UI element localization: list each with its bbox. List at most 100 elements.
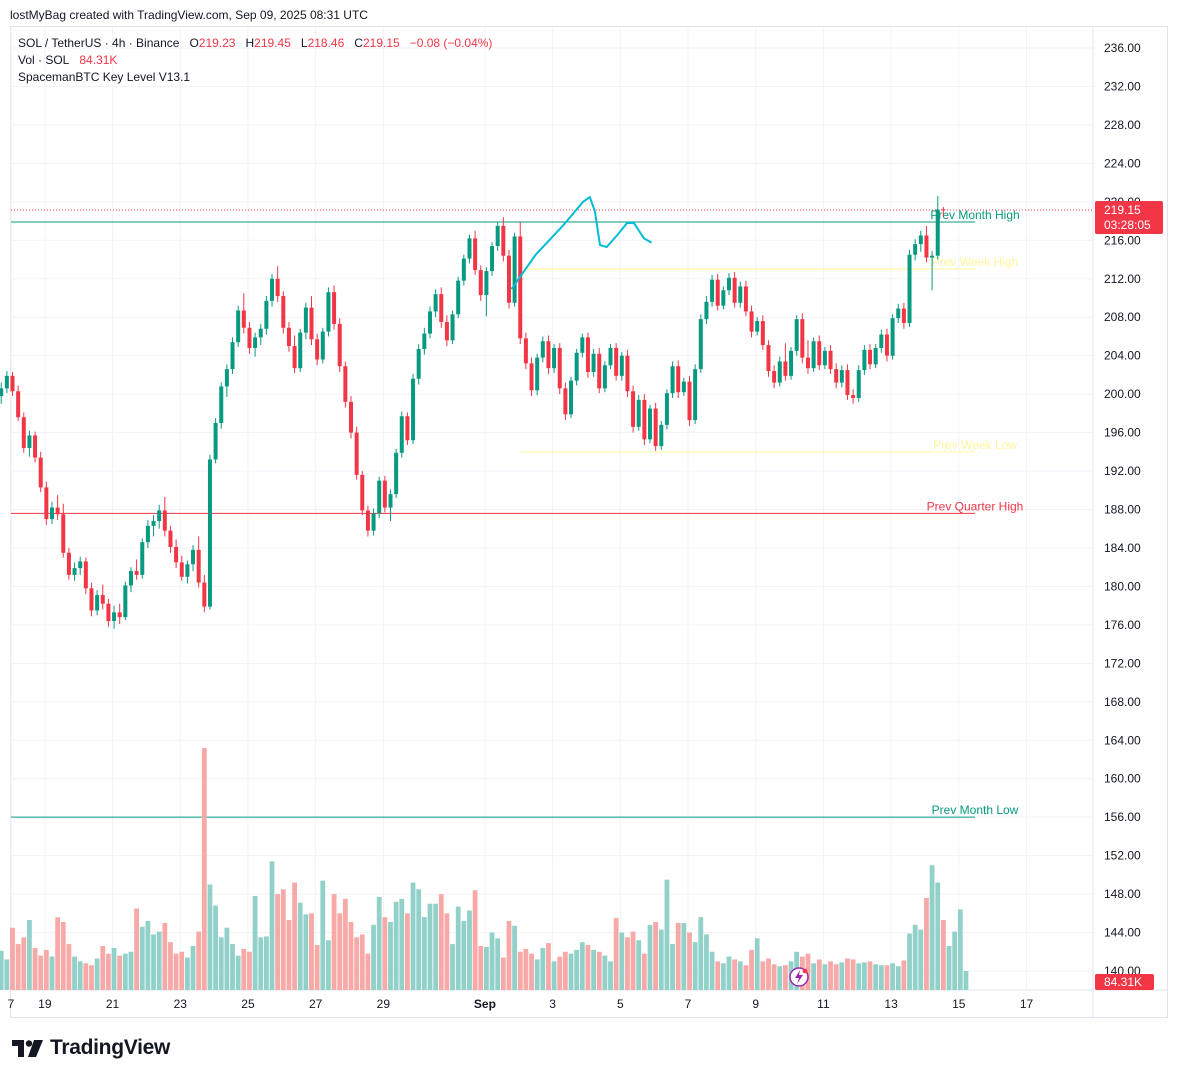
volume-bar — [354, 937, 360, 990]
volume-bar — [393, 901, 399, 990]
candle-body — [320, 331, 325, 360]
candle-body — [811, 341, 816, 369]
candle-body — [270, 278, 275, 301]
volume-bar — [839, 962, 845, 990]
volume-bar — [309, 913, 314, 990]
candle-body — [202, 582, 207, 607]
volume-bar — [297, 902, 303, 990]
candle-body — [642, 399, 647, 440]
candle-body — [258, 328, 263, 338]
candle-body — [21, 417, 26, 448]
candle-body — [495, 225, 500, 247]
volume-bar — [658, 929, 664, 990]
volume-bar — [625, 937, 630, 990]
time-axis: 7 19 21 23 25 27 29 Sep 3 5 7 9 11 13 15 17 — [8, 997, 1034, 1011]
candle-body — [896, 308, 901, 319]
candle-body — [332, 292, 337, 324]
volume-bar — [10, 927, 15, 990]
level-label: Prev Quarter High — [927, 499, 1024, 513]
candle-body — [653, 408, 658, 447]
volume-bar — [653, 921, 659, 990]
volume-bar — [664, 879, 670, 990]
candle-body — [631, 391, 636, 427]
volume-bar — [173, 953, 179, 990]
candle-body — [710, 279, 715, 302]
volume-bar — [777, 966, 783, 990]
volume-bar — [946, 946, 952, 990]
price-axis: 236.00232.00228.00224.00220.00216.00212.… — [1104, 41, 1141, 978]
candle-body — [602, 365, 607, 389]
candle-body — [326, 292, 331, 332]
candle-body — [89, 588, 94, 611]
candle-body — [715, 279, 720, 306]
volume-bar — [72, 956, 77, 990]
volume-bar — [184, 957, 190, 990]
volume-bar — [935, 882, 941, 990]
volume-bar — [895, 966, 901, 990]
volume-bar — [410, 882, 416, 990]
indicator-label[interactable]: SpacemanBTC Key Level V13.1 — [18, 70, 191, 84]
candle-body — [61, 514, 66, 553]
candle-body — [935, 209, 940, 256]
volume-bar — [529, 953, 534, 990]
candle-body — [473, 238, 478, 271]
volume-bar — [861, 962, 867, 990]
volume-bar — [856, 963, 862, 990]
candle-body — [563, 388, 568, 415]
candle-body — [134, 571, 139, 575]
candle-body — [721, 290, 726, 306]
freehand-drawing — [510, 196, 652, 290]
candle-body — [540, 341, 545, 358]
time-tick-label: 5 — [617, 997, 624, 1011]
volume-bar — [337, 913, 343, 990]
candle-body — [349, 401, 353, 433]
candle-body — [66, 552, 71, 575]
price-tick-label: 224.00 — [1104, 156, 1141, 170]
indicator-row: SpacemanBTC Key Level V13.1 — [18, 69, 492, 86]
volume-bar — [766, 958, 771, 990]
price-tick-label: 172.00 — [1104, 656, 1141, 670]
volume-bar — [952, 931, 958, 990]
volume-bar — [754, 938, 760, 990]
candle-body — [529, 363, 534, 391]
candle-body — [760, 321, 765, 346]
candle-body — [27, 435, 32, 448]
candle-body — [828, 350, 833, 370]
volume-bar — [376, 896, 382, 990]
volume-bar — [252, 896, 258, 990]
volume-bar — [213, 905, 218, 990]
price-tick-label: 212.00 — [1104, 272, 1141, 286]
candle-body — [377, 480, 382, 514]
volume-bar — [450, 944, 455, 990]
candle-body — [619, 355, 624, 376]
volume-row: Vol · SOL 84.31K — [18, 52, 492, 69]
volume-bar — [32, 947, 38, 990]
candle-body — [766, 345, 771, 372]
volume-bar — [399, 898, 405, 990]
candle-body — [444, 322, 449, 341]
candle-body — [253, 337, 258, 348]
volume-bar — [929, 865, 935, 990]
candle-body — [698, 319, 703, 370]
close-value: 219.15 — [362, 36, 400, 50]
volume-bar — [641, 953, 647, 990]
high-value: 219.45 — [254, 36, 291, 50]
candle-body — [411, 378, 416, 441]
candle-body — [399, 416, 404, 453]
volume-bar — [670, 944, 675, 990]
price-tick-label: 168.00 — [1104, 695, 1141, 709]
candle-body — [303, 307, 308, 333]
time-tick-label: 17 — [1020, 997, 1034, 1011]
volume-bar — [805, 953, 811, 990]
symbol-label[interactable]: SOL / TetherUS · 4h · Binance — [18, 36, 180, 50]
volume-bar — [551, 961, 557, 990]
volume-bar — [811, 963, 817, 990]
volume-bar — [416, 889, 422, 990]
candle-body — [625, 355, 630, 392]
volume-bar — [461, 921, 467, 990]
candle-body — [185, 564, 190, 577]
candle-body — [33, 435, 38, 458]
volume-bars — [0, 747, 969, 990]
volume-label[interactable]: Vol · SOL — [18, 53, 70, 67]
